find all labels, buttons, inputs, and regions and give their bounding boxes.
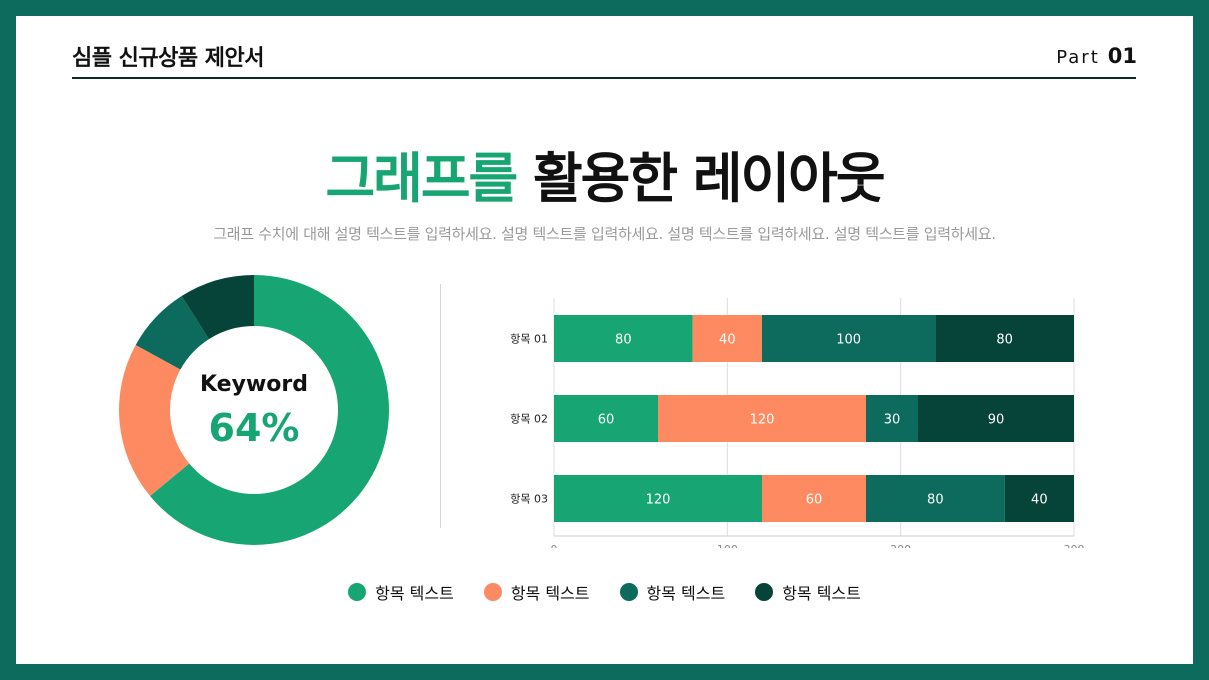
main-title: 그래프를 활용한 레이아웃 (16, 134, 1193, 213)
header-title: 심플 신규상품 제안서 (72, 46, 264, 71)
donut-slice-2 (119, 344, 190, 497)
bar-segment-1-2 (692, 315, 762, 362)
bar-value-label-2-4: 90 (988, 413, 1005, 428)
bar-segment-3-1 (554, 475, 762, 522)
stacked-bar-chart: 0 100 200 300 항목 01 80 40 100 80 항목 02 60 120 30 90 항목… (510, 298, 1085, 548)
legend-swatch-1 (348, 583, 367, 601)
bar-segment-1-3 (762, 315, 936, 362)
category-label-3: 항목 03 (510, 493, 548, 506)
legend-swatch-2 (483, 583, 502, 601)
bar-segment-1-4 (935, 315, 1074, 362)
part-label: Part (1056, 47, 1100, 68)
bar-segment-3-3 (866, 475, 1005, 522)
donut-center-value: 64% (208, 406, 300, 450)
bar-value-label-1-2: 40 (719, 333, 736, 348)
bar-segment-2-1 (554, 395, 658, 442)
legend-item-3: 항목 텍스트 (619, 580, 726, 604)
bar-segment-2-3 (866, 395, 918, 442)
x-tick-label-0: 0 (551, 543, 558, 548)
x-tick-label-2: 200 (890, 543, 911, 548)
legend-swatch-3 (619, 583, 638, 601)
legend-label-1: 항목 텍스트 (375, 584, 454, 603)
legend-item-1: 항목 텍스트 (348, 580, 454, 604)
bar-value-label-3-1: 120 (646, 493, 671, 508)
slide: 심플 신규상품 제안서 Part 01 그래프를 활용한 레이아웃 그래프 수치에… (16, 16, 1193, 664)
legend-label-3: 항목 텍스트 (646, 584, 726, 603)
bar-value-label-2-3: 30 (884, 413, 901, 428)
bar-value-label-3-2: 60 (806, 493, 823, 508)
category-label-1: 항목 01 (510, 333, 548, 346)
legend-item-4: 항목 텍스트 (755, 580, 861, 604)
chart-divider (440, 284, 441, 528)
x-tick-label-3: 300 (1064, 543, 1085, 548)
bar-segment-2-4 (918, 395, 1074, 442)
legend: 항목 텍스트 항목 텍스트 항목 텍스트 항목 텍스트 (16, 580, 1193, 604)
bar-segment-3-2 (762, 475, 866, 522)
legend-label-4: 항목 텍스트 (782, 584, 861, 603)
bar-segment-3-4 (1004, 475, 1074, 522)
category-label-2: 항목 02 (510, 413, 548, 426)
subtitle: 그래프 수치에 대해 설명 텍스트를 입력하세요. 설명 텍스트를 입력하세요.… (213, 225, 996, 243)
donut-slice-4 (181, 275, 254, 340)
bar-value-label-2-2: 120 (750, 413, 775, 428)
part-indicator: Part 01 (1056, 44, 1137, 68)
part-number: 01 (1107, 44, 1137, 68)
main-title-accent: 그래프를 (325, 147, 518, 210)
bar-value-label-3-4: 40 (1031, 493, 1048, 508)
bar-value-label-2-1: 60 (598, 413, 615, 428)
bar-value-label-1-3: 100 (836, 333, 861, 348)
donut-slice-1 (149, 275, 389, 545)
donut-chart (119, 275, 389, 545)
header-divider (72, 77, 1136, 79)
main-title-rest: 활용한 레이아웃 (516, 147, 886, 210)
bar-value-label-1-4: 80 (996, 333, 1013, 348)
donut-slice-3 (135, 296, 209, 370)
legend-item-2: 항목 텍스트 (483, 580, 590, 604)
donut-center-label: Keyword (200, 372, 308, 397)
bar-value-label-3-3: 80 (927, 493, 944, 508)
bar-segment-1-1 (554, 315, 693, 362)
legend-label-2: 항목 텍스트 (510, 584, 590, 603)
bar-value-label-1-1: 80 (615, 333, 632, 348)
legend-swatch-4 (755, 583, 774, 601)
bar-segment-2-2 (658, 395, 866, 442)
x-tick-label-1: 100 (717, 543, 738, 548)
